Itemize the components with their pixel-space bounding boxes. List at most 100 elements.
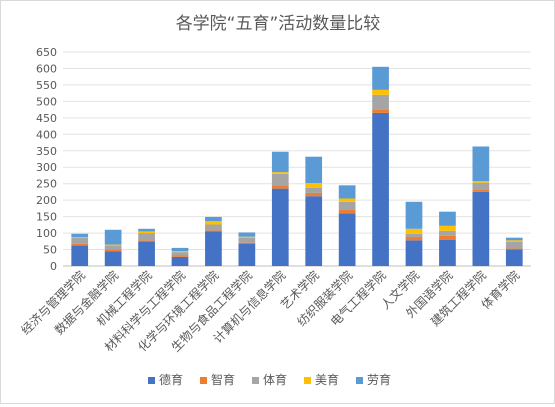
legend-swatch <box>148 377 155 384</box>
chart-title: 各学院“五育”活动数量比较 <box>176 14 381 34</box>
bar-segment <box>205 231 222 266</box>
bar-segment <box>138 240 155 242</box>
bar-segment <box>305 183 323 188</box>
bar-segment <box>472 146 490 182</box>
bar-segment <box>305 156 323 184</box>
bar-segment <box>305 192 323 197</box>
bar-segment <box>71 245 89 266</box>
legend-label: 体育 <box>263 372 287 387</box>
bar-segment <box>171 251 189 253</box>
y-tick-label: 550 <box>36 79 57 92</box>
legend: 德育 智育 体育 美育 劳育 <box>148 372 391 387</box>
bar-segment <box>271 172 289 174</box>
bar-segment <box>71 238 89 244</box>
bar-segment <box>305 187 323 193</box>
legend-swatch <box>252 377 259 384</box>
bar-segment <box>405 228 423 234</box>
bar-segment <box>238 243 256 266</box>
bar-segment <box>104 229 122 245</box>
bar-segment <box>238 237 256 243</box>
bar-segment <box>372 109 389 113</box>
legend-label: 劳育 <box>367 372 391 387</box>
y-tick-label: 200 <box>36 194 57 207</box>
bar-segment <box>505 240 523 242</box>
bar-segment <box>439 211 456 226</box>
y-tick-label: 300 <box>36 161 57 174</box>
y-tick-label: 150 <box>36 211 57 224</box>
bar-segment <box>505 237 523 241</box>
bar-segment <box>104 251 122 266</box>
bar-segment <box>171 256 189 266</box>
y-tick-label: 500 <box>36 95 57 108</box>
bar-segment <box>405 237 423 241</box>
y-tick-label: 600 <box>36 62 57 75</box>
bar-segment <box>338 213 356 266</box>
bar-segment <box>205 221 222 225</box>
bar-segment <box>138 228 155 232</box>
bar-segment <box>238 242 256 244</box>
bar-segment <box>439 230 456 236</box>
bar-segment <box>439 239 456 266</box>
bar-segment <box>205 216 222 222</box>
bar-segment <box>271 188 289 266</box>
bar-segment <box>171 252 189 256</box>
bar-segment <box>238 232 256 237</box>
bar-segment <box>171 247 189 252</box>
bar-segment <box>372 66 389 90</box>
y-tick-label: 250 <box>36 178 57 191</box>
bar-segment <box>171 255 189 257</box>
bar-segment <box>71 233 89 238</box>
bar-segment <box>104 244 122 246</box>
bar-segment <box>338 198 356 202</box>
bar-segment <box>338 201 356 211</box>
bar-segment <box>205 230 222 232</box>
gridlines <box>63 51 531 267</box>
bar-segment <box>405 233 423 238</box>
bar-segment <box>505 241 523 249</box>
bar-segment <box>372 89 389 95</box>
bar-segment <box>71 237 89 239</box>
bar-segment <box>439 235 456 240</box>
y-axis: 0 50 100 150 200 250 300 350 400 450 500 550 600 650 <box>36 46 57 273</box>
bar-segment <box>338 185 356 199</box>
bar-segment <box>405 240 423 266</box>
legend-label: 德育 <box>159 372 183 387</box>
y-tick-label: 650 <box>36 46 57 59</box>
bar-segment <box>505 248 523 250</box>
legend-swatch <box>200 377 207 384</box>
bar-segment <box>271 151 289 173</box>
bar-segment <box>71 243 89 246</box>
bar-segment <box>472 182 490 190</box>
y-tick-label: 0 <box>50 260 57 273</box>
bar-segment <box>472 189 490 192</box>
bar-segment <box>505 249 523 266</box>
bar-segment <box>271 173 289 186</box>
bar-segment <box>104 245 122 250</box>
legend-swatch <box>356 377 363 384</box>
bar-segment <box>338 210 356 214</box>
bar-segment <box>372 94 389 110</box>
x-axis: 经济与管理学院数据与金融学院机械工程学院材料科学与工程学院化学与环境工程学院生物… <box>18 268 523 355</box>
bar-segment <box>305 196 323 266</box>
bar-segment <box>271 185 289 189</box>
legend-label: 智育 <box>211 372 235 387</box>
y-tick-label: 450 <box>36 112 57 125</box>
y-tick-label: 400 <box>36 128 57 141</box>
bars <box>71 66 523 267</box>
bar-segment <box>238 236 256 238</box>
bar-segment <box>138 233 155 241</box>
bar-segment <box>439 225 456 231</box>
bar-segment <box>138 241 155 266</box>
bar-segment <box>372 112 389 267</box>
bar-segment <box>104 249 122 252</box>
y-tick-label: 100 <box>36 227 57 240</box>
bar-segment <box>472 181 490 183</box>
y-tick-label: 50 <box>43 244 57 257</box>
y-tick-label: 350 <box>36 145 57 158</box>
legend-swatch <box>304 377 311 384</box>
legend-label: 美育 <box>315 372 339 387</box>
bar-segment <box>138 231 155 234</box>
bar-segment <box>405 201 423 229</box>
